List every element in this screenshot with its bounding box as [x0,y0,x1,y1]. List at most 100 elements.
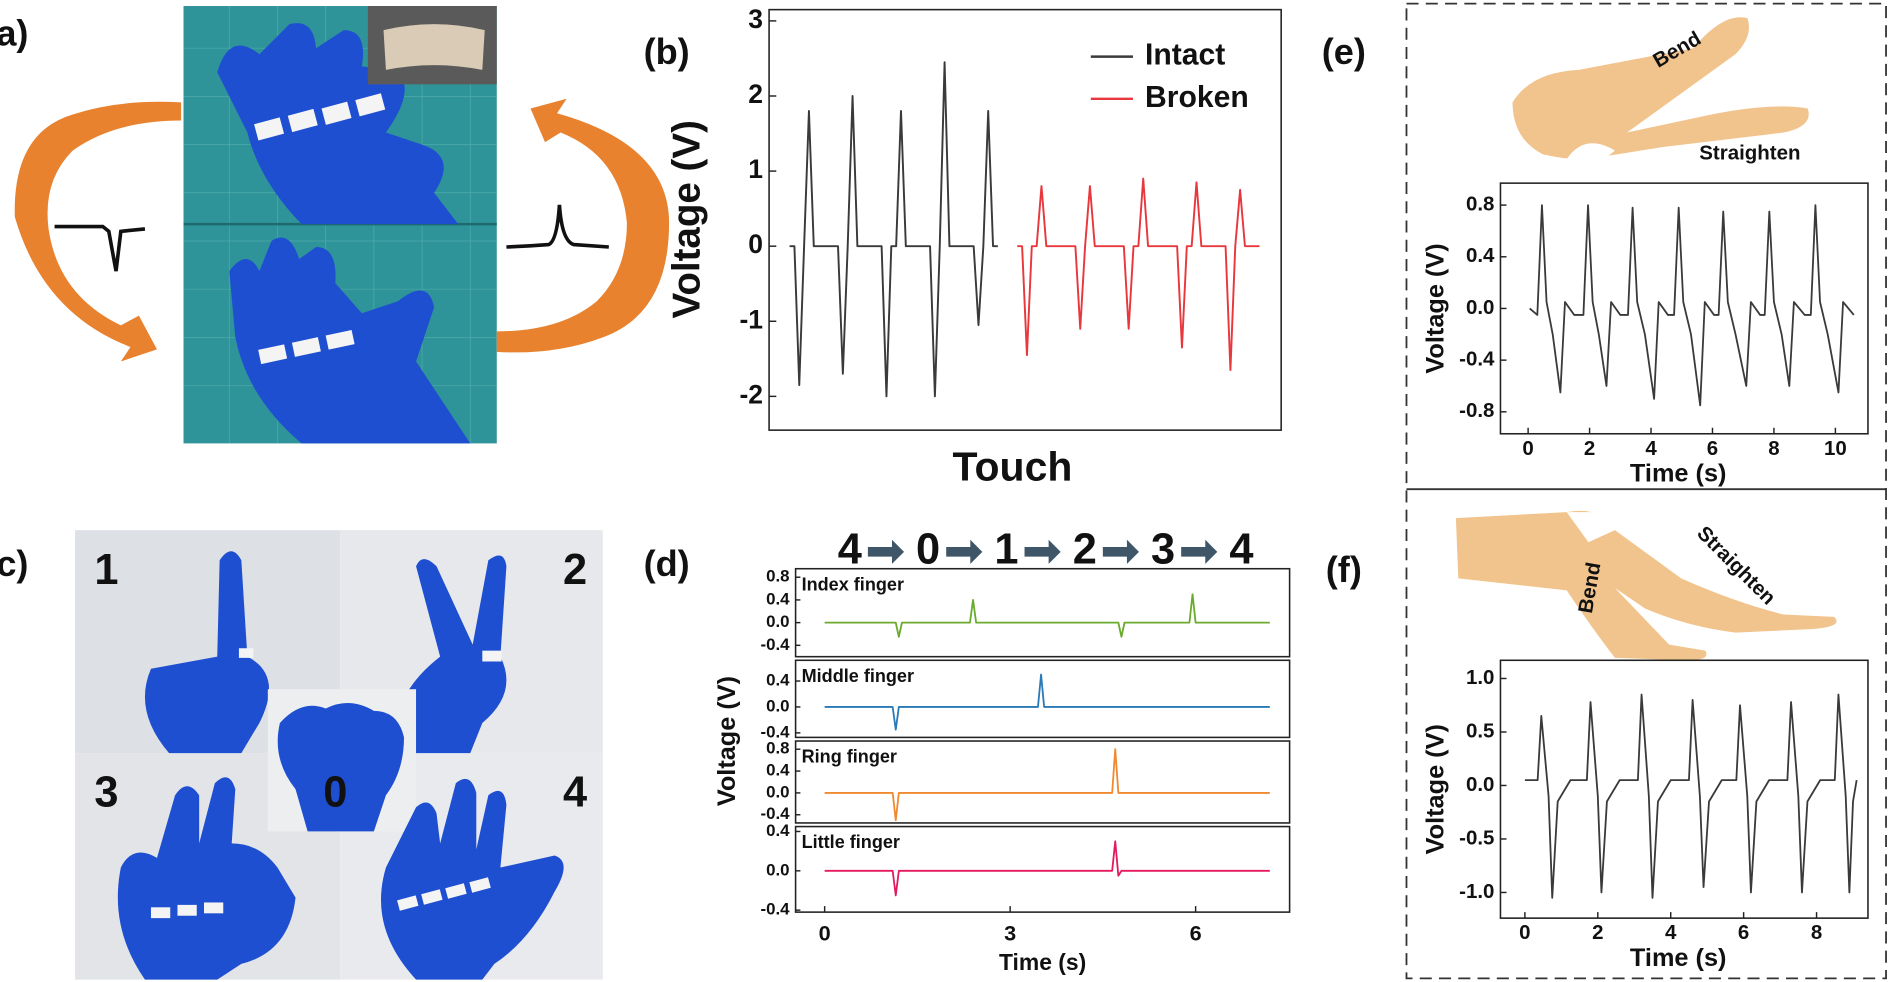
data-line [1017,177,1260,372]
label: 0 [323,769,347,817]
y-tick-label: 0.4 [766,761,790,780]
x-axis-label: Time (s) [1630,459,1727,487]
x-axis-label: Touch [953,444,1073,490]
x-tick-label: 6 [1190,921,1202,946]
y-tick-label: 1 [748,154,763,184]
label: 3 [94,769,118,817]
plot-frame [768,8,1282,431]
sequence-step: 1 [994,525,1018,573]
annotation: Straighten [1699,142,1800,165]
label: (c) [0,543,28,584]
y-tick-label: -0.4 [761,804,791,823]
y-tick-label: 0.8 [766,739,789,758]
x-tick-label: 10 [1824,437,1847,460]
y-tick-label: 0.8 [1466,193,1494,216]
y-tick-label: 0.0 [766,782,789,801]
y-tick-label: 0.8 [766,567,789,586]
x-tick-label: 0 [819,921,831,946]
x-tick-label: 8 [1768,437,1779,460]
x-axis-label: Time (s) [999,949,1086,975]
data-line [824,673,1270,731]
y-tick-label: -1.0 [1459,880,1494,903]
y-tick-label: -2 [739,379,763,409]
legend-label: Broken [1145,81,1249,114]
y-tick-label: 0.4 [766,670,790,689]
y-tick-label: -0.5 [1459,826,1494,849]
x-tick-label: 8 [1811,921,1822,944]
y-tick-label: 3 [748,4,763,34]
sequence-arrow [1181,539,1218,564]
label: (d) [644,543,690,584]
y-axis-label: Voltage (V) [666,120,709,318]
data-line [1524,693,1858,899]
plot-frame [794,825,1291,913]
x-tick-label: 2 [1584,437,1595,460]
x-tick-label: 4 [1665,921,1677,944]
y-tick-label: 0 [748,229,763,259]
y-tick-label: 2 [748,79,763,109]
sequence-arrow [946,539,983,564]
series-label: Index finger [802,574,904,594]
frame-ef [1405,2,1887,980]
label: (a) [0,13,28,54]
sequence-step: 3 [1151,525,1175,573]
x-tick-label: 6 [1707,437,1718,460]
series-label: Middle finger [802,666,914,686]
label: 4 [563,769,587,817]
label: (f) [1326,549,1362,590]
y-tick-label: -0.4 [761,635,791,654]
y-tick-label: 1.0 [1466,666,1494,689]
sequence-step: 2 [1073,525,1097,573]
x-tick-label: 4 [1645,437,1657,460]
data-line [824,840,1270,897]
legend-label: Intact [1145,39,1225,72]
y-tick-label: 0.4 [1466,244,1495,267]
sequence-arrow [1102,539,1139,564]
x-tick-label: 0 [1522,437,1533,460]
y-tick-label: 0.0 [1466,296,1494,319]
y-tick-label: -0.8 [1459,399,1494,422]
y-tick-label: 0.4 [766,821,790,840]
y-tick-label: 0.0 [766,860,789,879]
sequence-arrow [867,539,905,564]
sequence-step: 4 [1229,525,1253,573]
label: (e) [1322,31,1366,72]
x-tick-label: 2 [1592,921,1603,944]
y-axis-label: Voltage (V) [1421,724,1449,854]
y-axis-label: Voltage (V) [713,676,741,806]
y-axis-label: Voltage (V) [1421,243,1449,373]
y-tick-label: -0.4 [761,900,791,919]
series-label: Little finger [802,832,900,852]
sequence-step: 0 [916,525,940,573]
plot-frame [794,740,1291,824]
x-axis-label: Time (s) [1630,944,1727,972]
x-tick-label: 3 [1004,921,1016,946]
label: (b) [644,31,690,72]
series-label: Ring finger [802,747,897,767]
data-line [1529,204,1855,407]
y-tick-label: -1 [739,304,763,334]
label: 2 [563,546,587,594]
photo-a [14,6,670,444]
y-tick-label: -0.4 [761,722,791,741]
y-tick-label: 0.0 [1466,773,1494,796]
data-line [824,748,1270,822]
sequence-arrow [1024,539,1061,564]
y-tick-label: -0.4 [1459,348,1495,371]
x-tick-label: 6 [1738,921,1749,944]
y-tick-label: 0.0 [766,612,789,631]
photo-c [75,530,603,980]
y-tick-label: 0.4 [766,589,790,608]
x-tick-label: 0 [1519,921,1530,944]
y-tick-label: 0.5 [1466,719,1494,742]
y-tick-label: 0.0 [766,696,789,715]
plot-frame [794,659,1291,739]
data-line [824,593,1270,638]
label: 1 [94,546,118,594]
sequence-step: 4 [838,525,862,573]
plot-frame [1499,659,1869,919]
data-line [789,61,998,398]
plot-frame [794,567,1291,658]
